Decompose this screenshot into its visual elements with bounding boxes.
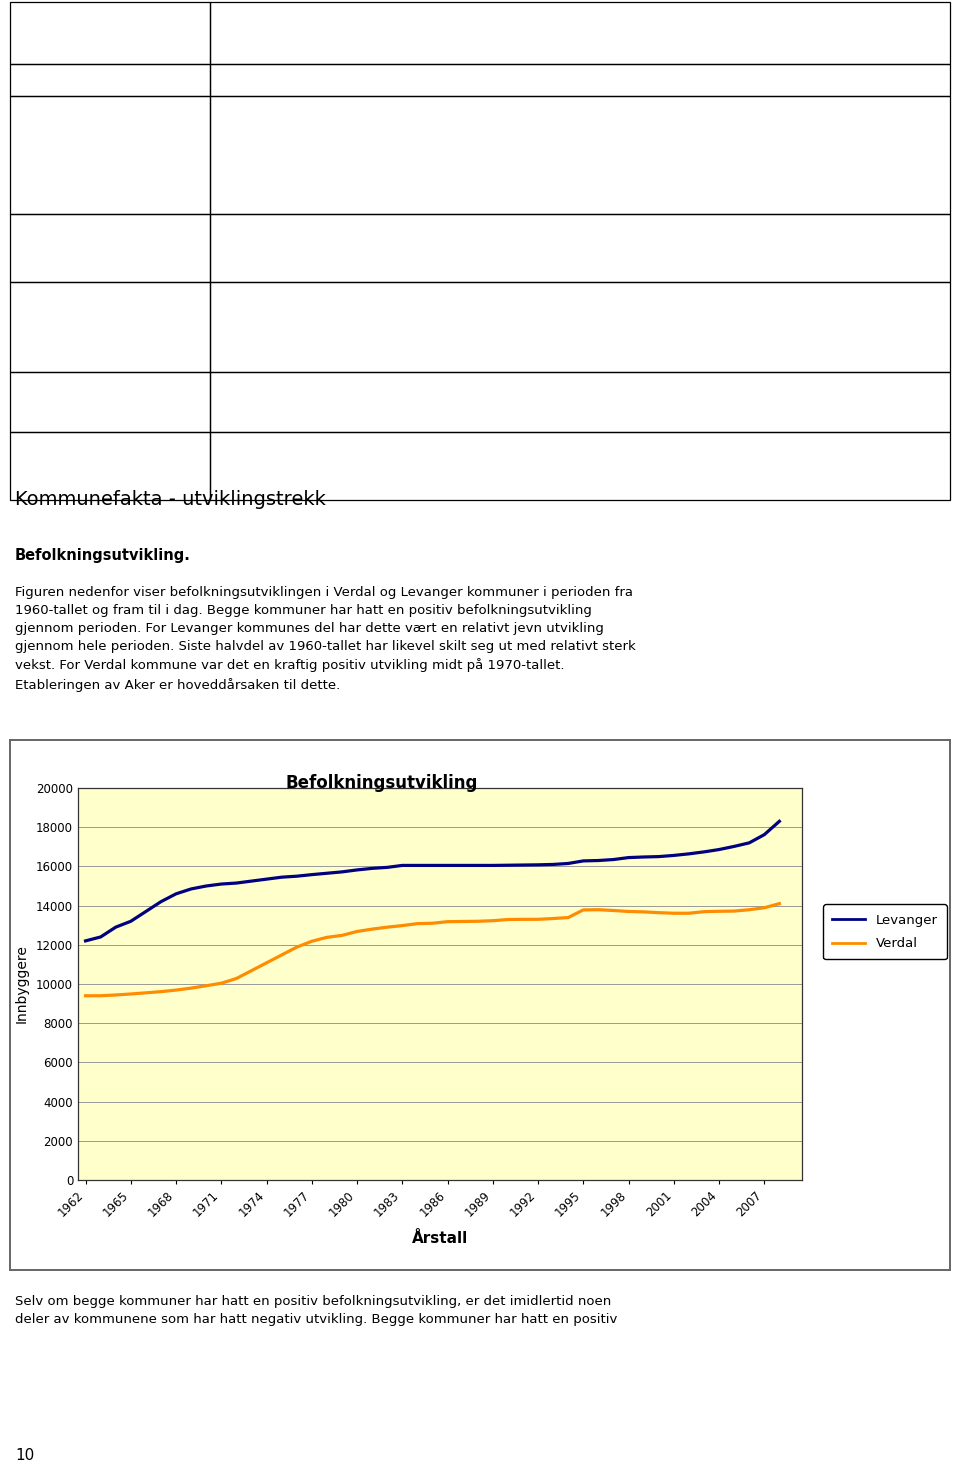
Bar [210, 282, 950, 373]
Bar [10, 1, 210, 64]
Bar [210, 96, 950, 214]
Bar [210, 64, 950, 96]
Y-axis label: Innbyggere: Innbyggere [15, 945, 29, 1023]
Bar [210, 432, 950, 500]
Text: Figuren nedenfor viser befolkningsutviklingen i Verdal og Levanger kommuner i pe: Figuren nedenfor viser befolkningsutvikl… [15, 586, 636, 692]
Text: 10: 10 [15, 1448, 35, 1463]
Bar [10, 432, 210, 500]
Bar [10, 373, 210, 432]
Bar [210, 373, 950, 432]
Bar [10, 96, 210, 214]
Title: Befolkningsutvikling: Befolkningsutvikling [286, 774, 478, 791]
Text: Kommunefakta - utviklingstrekk: Kommunefakta - utviklingstrekk [15, 490, 325, 509]
Legend: Levanger, Verdal: Levanger, Verdal [823, 904, 948, 960]
Bar [10, 214, 210, 282]
Bar [10, 64, 210, 96]
Text: Befolkningsutvikling.: Befolkningsutvikling. [15, 547, 191, 562]
X-axis label: Årstall: Årstall [412, 1231, 468, 1245]
Text: Selv om begge kommuner har hatt en positiv befolkningsutvikling, er det imidlert: Selv om begge kommuner har hatt en posit… [15, 1296, 617, 1327]
Bar [10, 282, 210, 373]
Bar [210, 1, 950, 64]
Bar [210, 214, 950, 282]
